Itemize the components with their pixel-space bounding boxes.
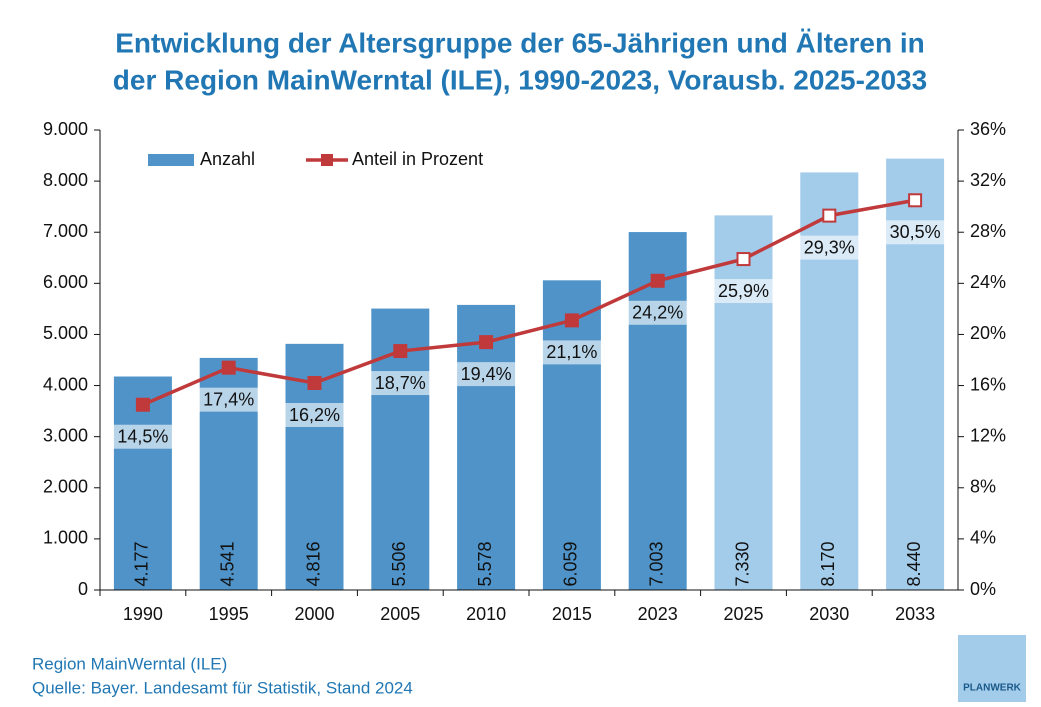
y-tick-label: 5.000 <box>43 323 88 343</box>
x-tick-label: 2015 <box>552 604 592 624</box>
bar-value-label: 4.541 <box>217 541 237 586</box>
chart-title: der Region MainWerntal (ILE), 1990-2023,… <box>113 64 927 95</box>
y-tick-label: 0 <box>78 579 88 599</box>
line-value-label: 18,7% <box>375 373 426 393</box>
label-background <box>623 300 692 325</box>
x-tick-label: 2025 <box>723 604 763 624</box>
y2-tick-label: 36% <box>970 119 1006 139</box>
y-tick-label: 8.000 <box>43 170 88 190</box>
label-background <box>709 279 778 304</box>
line-value-label: 30,5% <box>890 222 941 242</box>
bar-value-label: 4.177 <box>132 541 152 586</box>
label-background <box>537 340 606 365</box>
label-background <box>881 220 950 245</box>
marker <box>736 252 751 267</box>
bar-value-label: 8.440 <box>904 541 924 586</box>
chart-title: Entwicklung der Altersgruppe der 65-Jähr… <box>115 27 925 58</box>
y2-tick-label: 28% <box>970 221 1006 241</box>
y2-tick-label: 12% <box>970 425 1006 445</box>
marker <box>135 397 150 412</box>
bar-value-label: 5.506 <box>389 541 409 586</box>
logo-box <box>958 635 1026 702</box>
y2-tick-label: 8% <box>970 477 996 497</box>
line <box>142 198 916 407</box>
x-tick-label: 2005 <box>380 604 420 624</box>
line-value-label: 14,5% <box>117 426 168 446</box>
bar <box>714 215 773 590</box>
x-tick-label: 2000 <box>294 604 334 624</box>
y2-tick-label: 32% <box>970 170 1006 190</box>
bar <box>800 172 859 590</box>
label-background <box>194 387 263 412</box>
label-background <box>108 424 177 449</box>
line-value-label: 16,2% <box>289 405 340 425</box>
legend-label: Anzahl <box>200 149 255 169</box>
y-tick-label: 6.000 <box>43 272 88 292</box>
bar-value-label: 7.003 <box>646 541 666 586</box>
marker <box>307 376 322 390</box>
marker <box>221 360 236 375</box>
legend-swatch <box>148 154 194 166</box>
y2-tick-label: 24% <box>970 272 1006 292</box>
y-tick-label: 9.000 <box>43 119 88 139</box>
legend-label: Anteil in Prozent <box>352 149 483 169</box>
x-tick-label: 2033 <box>895 604 935 624</box>
marker <box>908 193 923 208</box>
label-background <box>366 371 435 396</box>
label-background <box>280 403 349 427</box>
y-tick-label: 4.000 <box>43 374 88 394</box>
bar-value-label: 6.059 <box>561 541 581 586</box>
bar <box>542 280 601 590</box>
footer-text: Region MainWerntal (ILE) <box>32 654 227 673</box>
label-background <box>452 362 521 387</box>
x-tick-label: 1995 <box>209 604 249 624</box>
bar <box>113 376 172 590</box>
y2-tick-label: 0% <box>970 579 996 599</box>
bar-value-label: 5.578 <box>475 541 495 586</box>
y-tick-label: 1.000 <box>43 528 88 548</box>
line-value-label: 29,3% <box>804 237 855 257</box>
marker <box>822 208 837 223</box>
footer-text: Quelle: Bayer. Landesamt für Statistik, … <box>32 678 413 697</box>
label-background <box>795 235 864 260</box>
line-value-label: 19,4% <box>461 364 512 384</box>
marker <box>650 273 665 288</box>
y2-tick-label: 20% <box>970 323 1006 343</box>
line-value-label: 24,2% <box>632 303 683 323</box>
marker <box>479 335 494 350</box>
bar-value-label: 4.816 <box>303 541 323 586</box>
marker <box>393 344 408 359</box>
y-tick-label: 2.000 <box>43 477 88 497</box>
bar <box>457 304 516 590</box>
bar-value-label: 8.170 <box>818 541 838 586</box>
line-value-label: 25,9% <box>718 281 769 301</box>
logo-text: PLANWERK <box>963 683 1022 694</box>
bar-value-label: 7.330 <box>732 541 752 586</box>
x-tick-label: 1990 <box>123 604 163 624</box>
x-tick-label: 2023 <box>638 604 678 624</box>
y2-tick-label: 4% <box>970 528 996 548</box>
line-value-label: 17,4% <box>203 389 254 409</box>
line-value-label: 21,1% <box>546 342 597 362</box>
legend-marker <box>321 154 333 166</box>
y-tick-label: 7.000 <box>43 221 88 241</box>
bar <box>628 232 687 590</box>
y2-tick-label: 16% <box>970 374 1006 394</box>
marker <box>564 313 579 328</box>
x-tick-label: 2010 <box>466 604 506 624</box>
y-tick-label: 3.000 <box>43 425 88 445</box>
x-tick-label: 2030 <box>809 604 849 624</box>
